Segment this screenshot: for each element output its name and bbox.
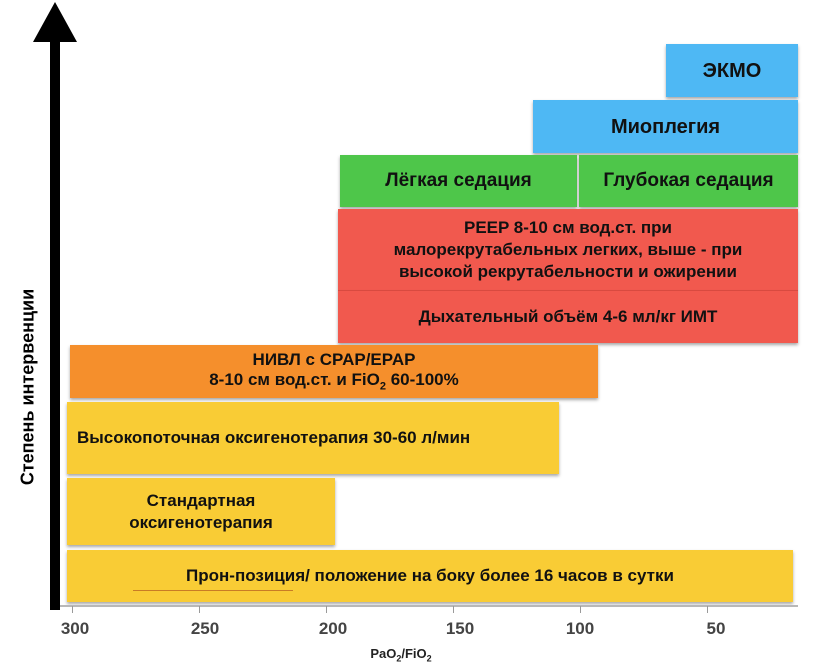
prone-label: Прон-позиция/ положение на боку более 16… <box>186 565 674 585</box>
peep-line-1: PEEP 8-10 см вод.ст. при <box>463 217 672 237</box>
peep-box: PEEP 8-10 см вод.ст. при малорекрутабель… <box>338 209 798 291</box>
x-tick-label: 300 <box>60 619 90 638</box>
tidal-volume-label: Дыхательный объём 4-6 мл/кг ИМТ <box>418 306 718 326</box>
deep-sedation-box: Глубокая седация <box>579 155 798 207</box>
red-box-divider <box>338 290 798 291</box>
high-flow-box: Высокопоточная оксигенотерапия 30-60 л/м… <box>67 402 559 474</box>
x-tick-mark <box>199 606 200 613</box>
prone-box: Прон-позиция/ положение на боку более 16… <box>67 550 793 602</box>
light-sedation-box: Лёгкая седация <box>340 155 577 207</box>
x-label-slash: /FiO <box>401 646 427 661</box>
light-sedation-label: Лёгкая седация <box>385 169 532 191</box>
myoplegia-box: Миоплегия <box>533 100 798 153</box>
niv-box: НИВЛ с CPAP/EPAP 8-10 см вод.ст. и FiO2 … <box>70 345 598 398</box>
x-tick-mark <box>72 606 73 613</box>
tidal-volume-box: Дыхательный объём 4-6 мл/кг ИМТ <box>338 291 798 343</box>
ecmo-box: ЭКМО <box>666 44 798 97</box>
ecmo-label: ЭКМО <box>702 59 762 82</box>
x-tick-label: 100 <box>565 619 595 638</box>
y-axis-label: Степень интервенции <box>17 288 38 486</box>
x-tick-mark <box>580 606 581 613</box>
x-axis-line <box>60 605 798 607</box>
x-label-main: PaO <box>370 646 397 661</box>
x-tick-label: 200 <box>318 619 348 638</box>
peep-line-3: высокой рекрутабельности и ожирении <box>398 262 738 282</box>
x-tick-mark <box>707 606 708 613</box>
standard-o2-box: Стандартная оксигенотерапия <box>67 478 335 545</box>
x-tick-mark <box>326 606 327 613</box>
x-axis-label: PaO2/FiO2 <box>370 646 431 664</box>
x-tick-label: 50 <box>706 619 726 638</box>
niv-line-2-sub: 2 <box>379 380 386 393</box>
x-tick-label: 250 <box>190 619 220 638</box>
high-flow-label: Высокопоточная оксигенотерапия 30-60 л/м… <box>77 427 471 447</box>
prone-underline <box>133 590 293 591</box>
y-axis-line <box>50 34 60 610</box>
x-tick-label: 150 <box>445 619 475 638</box>
myoplegia-label: Миоплегия <box>610 115 721 138</box>
x-tick-mark <box>453 606 454 613</box>
standard-o2-line-2: оксигенотерапия <box>129 512 273 532</box>
x-label-sub2: 2 <box>426 653 432 664</box>
x-label-sub1: 2 <box>396 653 402 664</box>
niv-line-2-post: 60-100% <box>385 369 459 389</box>
niv-line-2-pre: 8-10 см вод.ст. и FiO <box>209 369 380 389</box>
standard-o2-line-1: Стандартная <box>146 491 256 511</box>
niv-line-1: НИВЛ с CPAP/EPAP <box>252 349 416 369</box>
niv-line-2: 8-10 см вод.ст. и FiO2 60-100% <box>209 370 459 394</box>
peep-line-2: малорекрутабельных легких, выше - при <box>393 239 743 259</box>
deep-sedation-label: Глубокая седация <box>603 169 774 191</box>
